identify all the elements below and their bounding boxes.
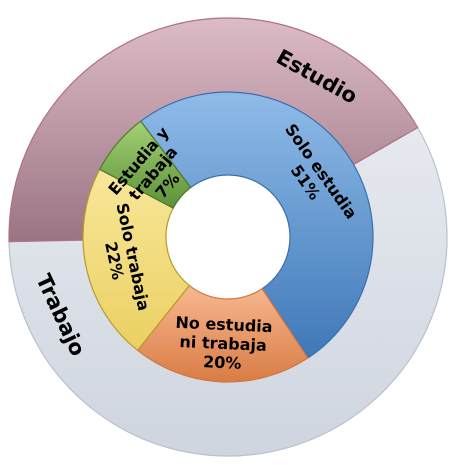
inner-label-no-estudia-ni-trabaja-line: ni trabaja (179, 332, 267, 355)
inner-label-no-estudia-ni-trabaja-line: No estudia (175, 313, 273, 336)
inner-slice-solo-trabaja (82, 168, 191, 352)
inner-slice-solo-estudia (139, 91, 374, 359)
inner-label-no-estudia-ni-trabaja-line: 20% (203, 352, 242, 373)
donut-hole (167, 176, 289, 298)
inner-label-no-estudia-ni-trabaja: No estudiani trabaja20% (173, 313, 273, 374)
inner-ring (82, 91, 374, 383)
inner-slice-no-estudia-ni-trabaja (136, 284, 309, 383)
inner-slice-estudia-y-trabaja (98, 120, 192, 209)
